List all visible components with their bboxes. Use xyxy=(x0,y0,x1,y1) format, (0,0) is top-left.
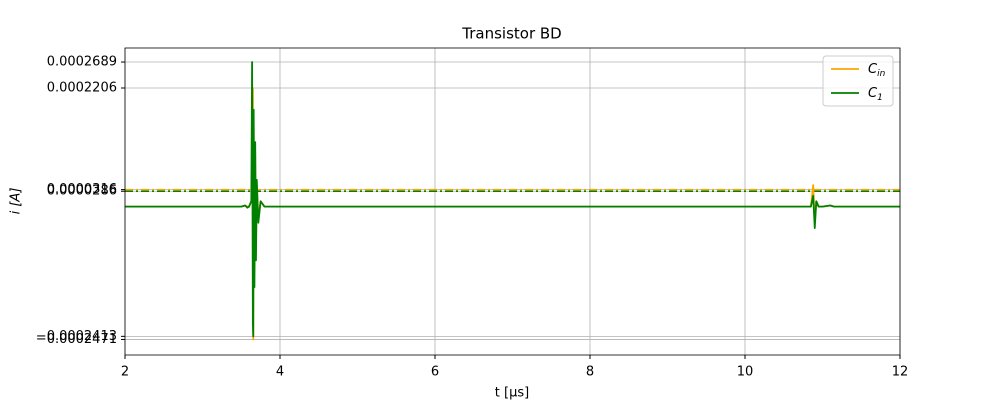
y-tick-label: 0.0002689 xyxy=(47,55,117,70)
x-tick-label: 10 xyxy=(737,365,754,380)
y-axis-label: i [A] xyxy=(9,188,24,215)
x-tick-label: 12 xyxy=(892,365,909,380)
legend-label-base: C xyxy=(868,86,878,101)
x-tick-label: 6 xyxy=(431,365,439,380)
chart-title: Transistor BD xyxy=(461,25,561,43)
legend-label: Cin xyxy=(868,62,886,79)
legend-label-base: C xyxy=(868,62,878,77)
x-tick-label: 4 xyxy=(276,365,284,380)
y-tick-label: 0.0000286 xyxy=(47,184,117,199)
series-line xyxy=(125,61,900,338)
y-tick-label: 0.0000316 xyxy=(47,182,117,197)
legend-label-subscript: in xyxy=(877,69,886,79)
x-axis-label: t [μs] xyxy=(495,386,529,400)
y-tick-label: 0.0002206 xyxy=(47,81,117,96)
legend-label: C1 xyxy=(868,86,883,103)
x-tick-label: 8 xyxy=(586,365,594,380)
legend-label-subscript: 1 xyxy=(877,93,883,103)
x-tick-label: 2 xyxy=(121,365,129,380)
y-tick-label: −0.0002413 xyxy=(36,329,117,344)
plot-frame xyxy=(124,47,901,356)
y-tick-label: −0.0002471 xyxy=(36,332,117,347)
